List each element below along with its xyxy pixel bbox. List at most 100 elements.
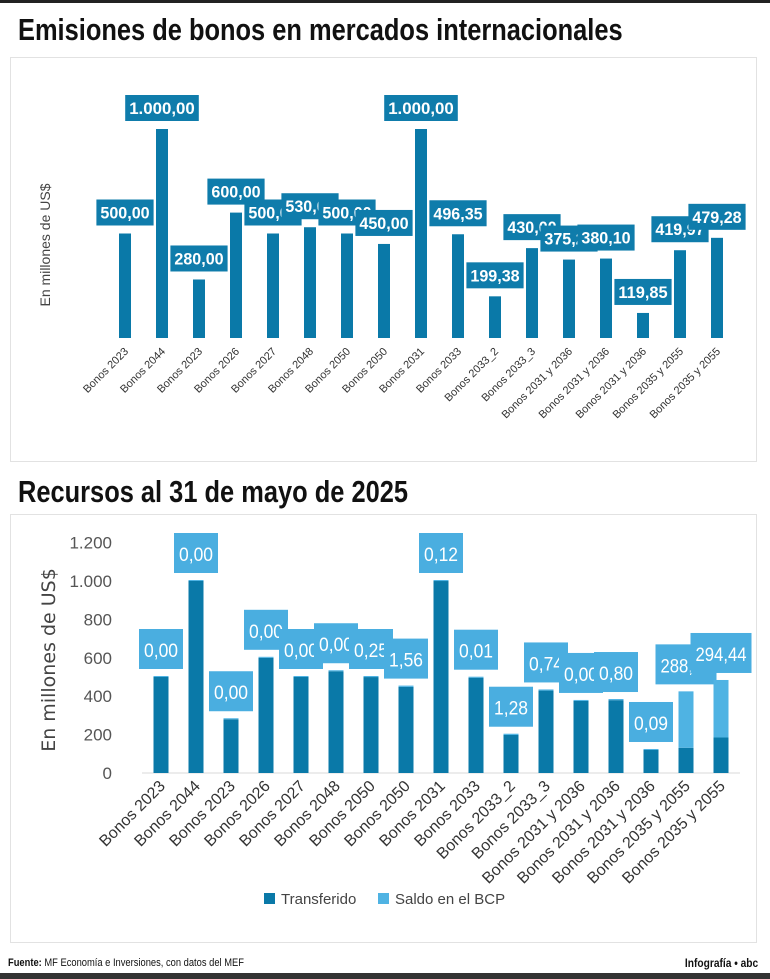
data-label: 1.000,00 (388, 99, 454, 118)
bar (637, 312, 649, 338)
data-label-box (96, 199, 154, 226)
data-label: 380,10 (581, 229, 630, 248)
bar-transferido (293, 677, 309, 773)
chart-title-recursos: Recursos al 31 de mayo de 2025 (18, 474, 408, 509)
data-label: 1.000,00 (129, 99, 195, 118)
bar (489, 296, 501, 338)
data-label: 294,44 (696, 645, 747, 666)
data-label-box (125, 95, 199, 121)
bar-transferido (433, 581, 449, 773)
bar-saldo (433, 580, 449, 582)
y-tick-label: 200 (84, 726, 112, 745)
data-label-box (355, 209, 413, 236)
bar-saldo (188, 580, 204, 581)
y-tick-label: 400 (84, 687, 112, 706)
data-label-box (454, 629, 498, 670)
y-tick-label: 0 (103, 764, 112, 783)
data-label: 0,00 (319, 635, 353, 656)
bar (193, 279, 205, 338)
data-label: 0,12 (424, 545, 458, 566)
data-label: 0,00 (144, 641, 178, 662)
data-label-box (384, 95, 458, 121)
bar (563, 259, 575, 338)
y-tick-label: 1.200 (69, 534, 112, 553)
bar-transferido (223, 719, 239, 773)
bar-transferido (328, 671, 344, 773)
bar-saldo (258, 656, 274, 658)
data-label-box (170, 245, 228, 272)
data-label-box (594, 652, 638, 693)
y-tick-label: 800 (84, 610, 112, 629)
credit-logo: Infografía • abc (684, 956, 758, 970)
bar (378, 243, 390, 338)
y-axis-label: En millones de US$ (38, 568, 60, 752)
chart-panel-emisiones (10, 57, 757, 462)
data-label: 199,38 (470, 266, 519, 285)
bar-transferido (538, 690, 554, 773)
bar-saldo (153, 676, 169, 677)
data-label: 280,00 (174, 249, 223, 268)
bar-transferido (258, 657, 274, 773)
bar (267, 233, 279, 338)
data-label: 119,85 (618, 283, 667, 302)
bottom-rule (0, 973, 770, 979)
bar-saldo (293, 676, 309, 677)
data-label-box (466, 262, 524, 289)
data-label-box (419, 533, 463, 573)
source-text: MF Economía e Inversiones, con datos del… (41, 957, 244, 969)
data-label-box (614, 278, 672, 305)
data-label: 500,00 (100, 204, 149, 223)
data-label: 0,74 (529, 654, 563, 675)
data-label-box (429, 200, 487, 227)
data-label-box (489, 686, 533, 727)
bar (526, 248, 538, 338)
bar-saldo (398, 685, 414, 687)
y-tick-label: 600 (84, 649, 112, 668)
data-label-box (629, 701, 673, 742)
top-rule (0, 0, 770, 3)
bar-saldo (468, 676, 484, 678)
source-label: Fuente: (8, 957, 42, 969)
bar-saldo (573, 699, 589, 701)
bar-transferido (503, 734, 519, 773)
data-label: 1,28 (494, 699, 528, 720)
data-label-box (209, 671, 253, 712)
chart-panel-recursos (10, 514, 757, 943)
data-label-box (577, 224, 635, 251)
bar (452, 234, 464, 338)
bar (341, 233, 353, 338)
data-label: 0,80 (599, 664, 633, 685)
bar (600, 258, 612, 338)
x-tick-label: Bonos 2035 y 2055 (648, 346, 724, 422)
data-label: 496,35 (433, 204, 482, 223)
bar-transferido (188, 581, 204, 773)
bar-saldo (223, 718, 239, 720)
data-label-box (174, 533, 218, 573)
data-label: 0,00 (179, 545, 213, 566)
bar-saldo (328, 670, 344, 672)
data-label: 479,28 (692, 208, 741, 227)
bar-transferido (678, 747, 694, 773)
bar-transferido (713, 737, 729, 773)
data-label-box (690, 632, 752, 673)
bar-saldo (363, 676, 379, 678)
data-label: 0,25 (354, 641, 388, 662)
data-label: 0,00 (284, 641, 318, 662)
x-tick-label: Bonos 2031 y 2036 (537, 346, 613, 422)
legend-swatch-saldo (378, 893, 389, 904)
bar (230, 212, 242, 338)
bar (674, 250, 686, 338)
bar (711, 237, 723, 338)
legend-swatch-transferido (264, 893, 275, 904)
bar (119, 233, 131, 338)
bar-transferido (608, 700, 624, 773)
y-tick-label: 1.000 (69, 572, 112, 591)
data-label-box (688, 203, 746, 230)
legend-label-transferido: Transferido (281, 891, 356, 908)
data-label: 450,00 (359, 214, 408, 233)
bar-saldo (678, 691, 694, 748)
chart-title-emisiones: Emisiones de bonos en mercados internaci… (18, 12, 623, 47)
bar-saldo (643, 748, 659, 751)
